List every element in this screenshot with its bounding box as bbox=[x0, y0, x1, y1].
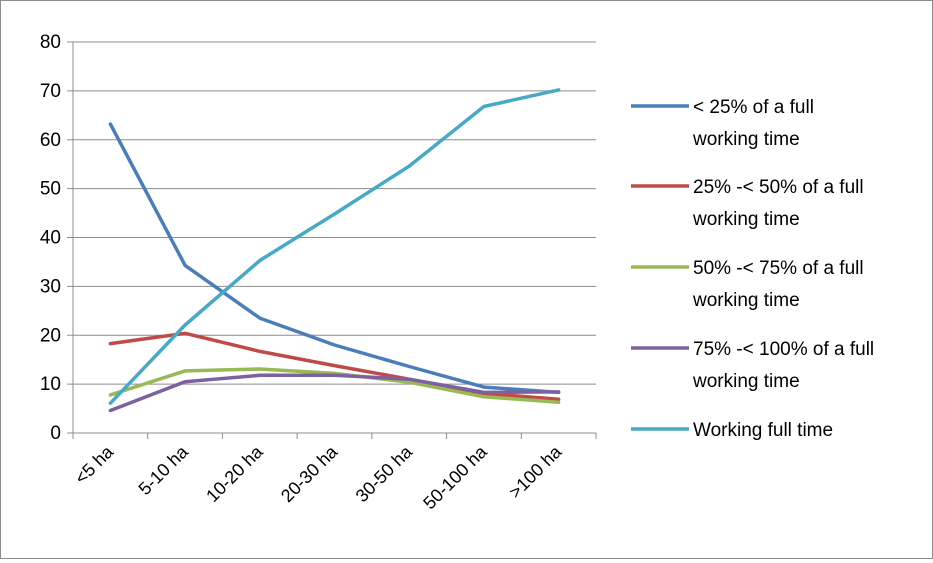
y-tick-label: 10 bbox=[40, 374, 61, 395]
series-line-5 bbox=[108, 88, 561, 405]
y-tick-label: 70 bbox=[40, 81, 61, 102]
y-tick-label: 40 bbox=[40, 228, 61, 249]
legend-label: working time bbox=[692, 129, 800, 150]
y-tick-label: 0 bbox=[50, 423, 61, 444]
x-tick-label: <5 ha bbox=[71, 441, 118, 488]
legend-label: Working full time bbox=[693, 420, 833, 441]
series-line-4 bbox=[108, 373, 561, 413]
legend-label: working time bbox=[692, 371, 800, 392]
x-tick-label: >100 ha bbox=[505, 441, 566, 502]
x-tick-label: 20-30 ha bbox=[277, 441, 342, 506]
legend-label: 50% -< 75% of a full bbox=[693, 258, 864, 279]
legend-label: working time bbox=[692, 209, 800, 230]
y-tick-label: 50 bbox=[40, 179, 61, 200]
series-line-1 bbox=[108, 122, 561, 395]
series-lines bbox=[108, 88, 561, 413]
y-tick-label: 80 bbox=[40, 32, 61, 53]
x-tick-label: 10-20 ha bbox=[202, 441, 267, 506]
y-tick-label: 30 bbox=[40, 276, 61, 297]
x-tick-label: 50-100 ha bbox=[419, 441, 491, 513]
y-tick-label: 20 bbox=[40, 325, 61, 346]
x-tick-label: 30-50 ha bbox=[352, 441, 417, 506]
legend: < 25% of a full working time 25% -< 50% of… bbox=[631, 97, 874, 441]
legend-label: 25% -< 50% of a full bbox=[693, 177, 864, 198]
legend-label: < 25% of a full bbox=[693, 97, 814, 118]
axes: 0 10 20 30 40 50 60 70 80 <5 ha 5-10 ha 10-20 ha 20-… bbox=[40, 32, 597, 513]
series-line-3 bbox=[108, 367, 561, 404]
legend-label: working time bbox=[692, 290, 800, 311]
x-tick-label: 5-10 ha bbox=[135, 441, 193, 499]
legend-label: 75% -< 100% of a full bbox=[693, 339, 874, 360]
y-tick-label: 60 bbox=[40, 130, 61, 151]
